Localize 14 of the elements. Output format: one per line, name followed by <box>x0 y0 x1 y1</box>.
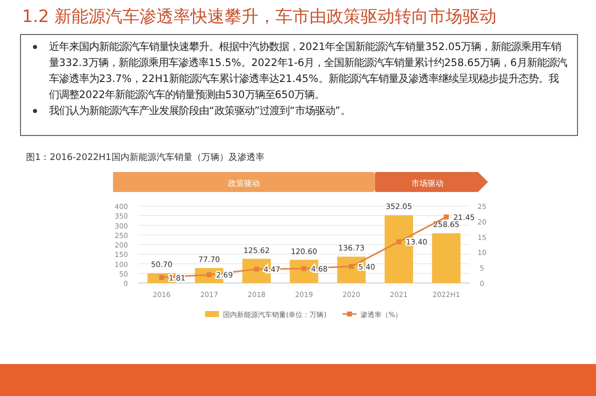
point <box>396 239 402 244</box>
point <box>348 264 354 269</box>
text: 近年来国内新能源汽车销量快速攀升。根据中汽协数据，2021年全国新能源汽车销量352.05万辆，新能源乘用车销量332.3万辆，新能源乘用车渗透率15.5%。2022年1-6月，全国新能源汽车销量累计约258.65万辆，6月新能源汽车渗透率为23.7%，22H1新能源汽车累计渗透率达21.45%。新能源汽车销量及渗透率继续呈现稳步提升态势。我们调整2022年新能源汽车的销量预测由530万辆至650万辆。 <box>49 40 567 103</box>
text: 我们认为新能源汽车产业发展阶段由“政策驱动”过渡到“市场驱动”。 <box>49 104 350 119</box>
chart-subtitle: 图1：2016-2022H1国内新能源汽车销量（万辆）及渗透率 <box>26 152 264 164</box>
point <box>206 272 212 278</box>
chart-title: 1.2 新能源汽车渗透率快速攀升，车市由政策驱动转向市场驱动 <box>22 6 496 28</box>
text: 政策驱动 <box>228 179 260 188</box>
point <box>444 214 449 220</box>
point <box>159 274 164 280</box>
bar <box>432 233 461 283</box>
point <box>254 266 260 272</box>
text: 市场驱动 <box>412 179 444 188</box>
point <box>302 266 306 272</box>
